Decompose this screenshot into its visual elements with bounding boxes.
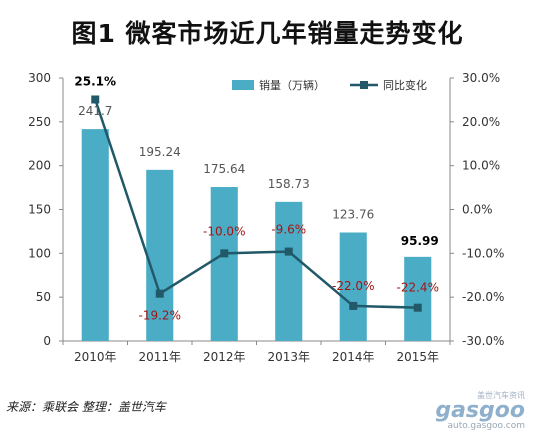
x-tick-label: 2013年 [267,350,310,364]
yoy-line-path [94,99,418,309]
y-right-tick-label: -10.0% [462,246,504,260]
y-left-tick-label: 150 [28,203,51,217]
line-point [349,301,358,310]
watermark-logo: 盖世汽车资讯 gasgoo auto.gasgoo.com [435,392,525,431]
axes: 0 50 100 150 200 250 300 -30.0% -20.0% -10.0% 0.0%… [28,71,504,364]
x-tick-label: 2010年 [74,350,117,364]
y-left-tick-label: 0 [43,334,51,348]
bars [81,129,432,341]
watermark-tag: 盖世汽车资讯 [477,391,525,400]
legend-label-bar: 销量（万辆） [259,78,325,92]
line-point [91,95,100,104]
bar [404,256,432,341]
y-left-tick-label: 200 [28,159,51,173]
source-note: 来源：乘联会 整理：盖世汽车 [6,400,166,414]
bar-value-label: 175.64 [203,162,245,176]
y-left-tick-label: 300 [28,71,51,85]
bar [275,201,303,341]
bar [339,232,367,341]
line-point [220,249,229,258]
bar-value-label: 158.73 [268,177,310,191]
line-value-label: -9.6% [271,223,306,237]
x-tick-label: 2015年 [396,350,439,364]
x-tick-label: 2014年 [332,350,375,364]
bar-value-label: 123.76 [332,208,374,222]
line-value-label: -10.0% [203,224,245,238]
y-right-tick-label: -30.0% [462,334,504,348]
line-value-label: -22.0% [332,279,374,293]
legend: 销量（万辆） 同比变化 [232,78,427,92]
bar [210,187,238,341]
y-right-tick-label: 30.0% [462,71,500,85]
line-value-label: -19.2% [139,309,181,323]
bar-value-label: 195.24 [139,145,181,159]
line-point [284,247,293,256]
line-value-label: -22.4% [397,281,439,295]
line-point [413,303,422,312]
y-right-tick-label: 10.0% [462,159,500,173]
y-left-tick-label: 100 [28,246,51,260]
legend-label-line: 同比变化 [383,78,427,92]
y-right-tick-label: 0.0% [462,203,493,217]
watermark-logo-text: gasgoo [435,398,525,423]
bar-value-label: 95.99 [401,234,439,248]
yoy-line [91,95,422,312]
y-right-tick-label: -20.0% [462,290,504,304]
bar-value-label: 241.7 [78,104,112,118]
legend-swatch-bar [232,80,254,90]
y-right-tick-label: 20.0% [462,115,500,129]
data-labels: 241.7 195.24 175.64 158.73 123.76 95.99 25.1% -… [74,74,439,322]
bar [81,129,109,341]
legend-swatch-marker [360,81,368,89]
chart-title: 图1 微客市场近几年销量走势变化 [71,19,464,48]
y-left-tick-label: 250 [28,115,51,129]
line-point [155,289,164,298]
y-left-tick-label: 50 [36,290,51,304]
x-tick-label: 2011年 [138,350,181,364]
line-value-label: 25.1% [74,74,116,88]
watermark-url: auto.gasgoo.com [447,421,525,431]
x-tick-label: 2012年 [203,350,246,364]
bar [146,169,174,341]
